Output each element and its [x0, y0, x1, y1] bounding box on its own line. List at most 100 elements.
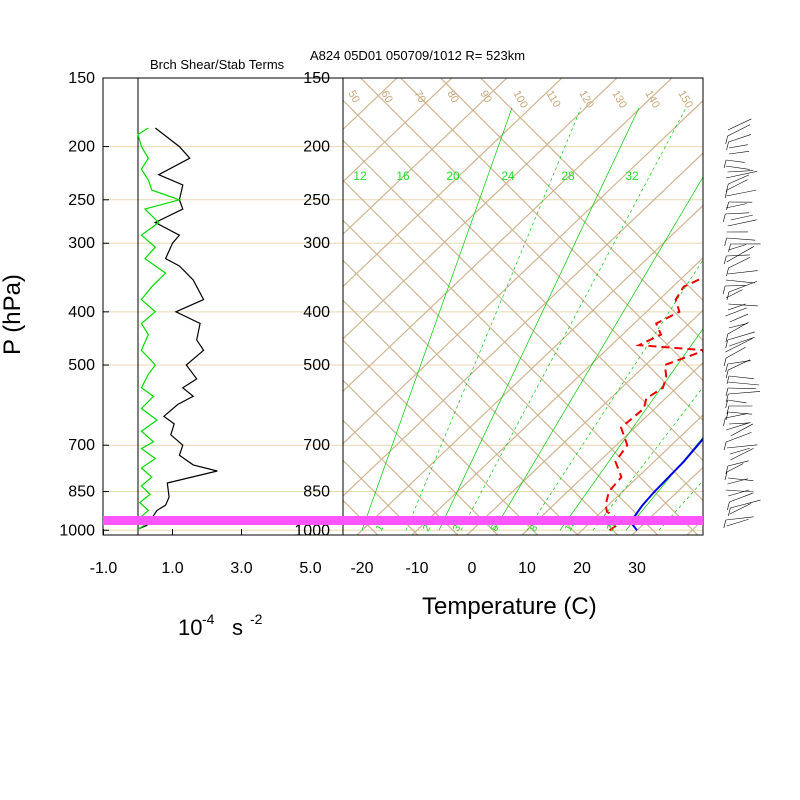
mixing-ratio-label: 16: [396, 169, 410, 183]
mixing-ratio-line: [460, 107, 687, 531]
isotherm-line: [343, 78, 618, 340]
wind-barb: [727, 399, 747, 404]
wind-barb: [725, 171, 758, 179]
wind-barb: [725, 347, 746, 359]
left-panel-gridlines: [103, 77, 343, 535]
wind-barb: [725, 432, 752, 443]
isotherm-line: [343, 78, 453, 183]
wind-barb: [728, 375, 754, 380]
left-pressure-tick-label: 400: [68, 304, 95, 321]
right-panel-title: A824 05D01 050709/1012 R= 523km: [310, 48, 525, 63]
green-profile-line: [137, 127, 182, 530]
wind-barb: [728, 359, 750, 371]
wind-barb: [728, 256, 751, 269]
dry-adiabat-line: [0, 0, 340, 537]
left-x-tick-label: 1.0: [161, 560, 183, 577]
y-axis-label: P (hPa): [0, 274, 26, 355]
wind-barb-staff: [725, 411, 729, 421]
wind-barb: [727, 478, 748, 485]
isotherm-line: [576, 414, 703, 535]
left-pressure-tick-label: 850: [68, 484, 95, 501]
wind-barb-staff: [722, 213, 726, 223]
left-panel-series: [137, 127, 218, 530]
theta-label: 50: [345, 89, 362, 106]
wind-barb: [725, 279, 755, 284]
wind-barb: [728, 174, 750, 185]
wind-barb: [727, 387, 756, 390]
surface-layer-band: [103, 516, 703, 525]
wind-barb-staff: [723, 159, 727, 169]
wind-barb: [725, 212, 750, 215]
black-profile-line: [137, 127, 218, 530]
wind-barb: [727, 170, 754, 173]
wind-barb-staff: [723, 417, 726, 427]
left-x-tick-label: -1.0: [90, 560, 118, 577]
mixing-ratio-label: 24: [501, 169, 515, 183]
theta-label: 120: [576, 89, 596, 111]
isotherm-line: [631, 466, 703, 535]
wind-barb: [727, 219, 757, 227]
wind-barb-staff: [725, 369, 729, 379]
isotherm-line: [343, 99, 703, 445]
wind-barb-staff: [725, 393, 729, 403]
wind-barb: [728, 134, 752, 143]
right-pressure-tick-label: 500: [303, 357, 330, 374]
right-pressure-tick-label: 700: [303, 437, 330, 454]
wind-barb: [725, 165, 750, 170]
left-pressure-tick-label: 300: [68, 235, 95, 252]
isotherm-line: [343, 78, 673, 393]
mixing-ratio-line: [625, 436, 703, 531]
wind-barb: [728, 151, 750, 155]
wind-barb-staff: [723, 519, 727, 529]
wind-barb-staff: [722, 285, 726, 295]
theta-label: 90: [477, 89, 494, 106]
isotherm-line: [343, 78, 563, 288]
left-pressure-tick-label: 200: [68, 139, 95, 156]
wind-barb-staff: [725, 333, 729, 343]
skewt-panel-frame: [342, 77, 704, 536]
bottom-mixing-label: 3: [451, 523, 464, 534]
right-pressure-tick-label: 850: [303, 484, 330, 501]
temperature-tick-label: 10: [518, 560, 536, 577]
wind-barb: [727, 331, 755, 341]
bottom-mixing-label: 8: [528, 523, 541, 534]
dry-adiabat-line: [343, 379, 499, 535]
dry-adiabat-line: [343, 219, 659, 535]
dry-adiabat-line: [0, 0, 60, 537]
dry-adiabat-line: [0, 0, 220, 537]
unit-base: 10: [178, 615, 202, 640]
wind-barb-staff: [726, 375, 730, 385]
right-panel-series: [604, 276, 703, 532]
theta-label: 130: [609, 89, 629, 111]
mixing-ratio-line: [438, 107, 640, 531]
wind-barb: [727, 460, 749, 467]
theta-label: 150: [675, 89, 695, 111]
wind-barb: [726, 237, 756, 241]
wind-barb: [727, 477, 754, 481]
wind-barb: [727, 411, 753, 415]
wind-barbs-column: [722, 118, 761, 529]
x-axis-label-units: 10 -4 s -2: [178, 611, 263, 640]
wind-barb: [725, 203, 747, 209]
wind-barb: [726, 159, 745, 163]
wind-barb: [726, 518, 749, 527]
dry-adiabat-line: [343, 259, 619, 535]
mixing-ratio-label: 20: [446, 169, 460, 183]
wind-barb: [729, 336, 755, 347]
wind-barb: [728, 281, 758, 293]
left-x-tick-label: 3.0: [230, 560, 252, 577]
bottom-mixing-label: 5: [489, 523, 502, 534]
mixing-ratio-line: [361, 107, 513, 531]
dry-adiabat-line: [343, 99, 703, 462]
isotherm-line: [521, 361, 703, 535]
dry-adiabat-line: [359, 78, 703, 422]
wind-barb-staff: [725, 183, 729, 193]
dry-adiabat-line: [479, 78, 703, 302]
theta-label: 70: [411, 89, 428, 106]
wind-barb-staff: [724, 471, 728, 481]
temperature-tick-label: 20: [573, 560, 591, 577]
bottom-mixing-label: 1: [374, 523, 387, 534]
wind-barb: [727, 381, 760, 386]
